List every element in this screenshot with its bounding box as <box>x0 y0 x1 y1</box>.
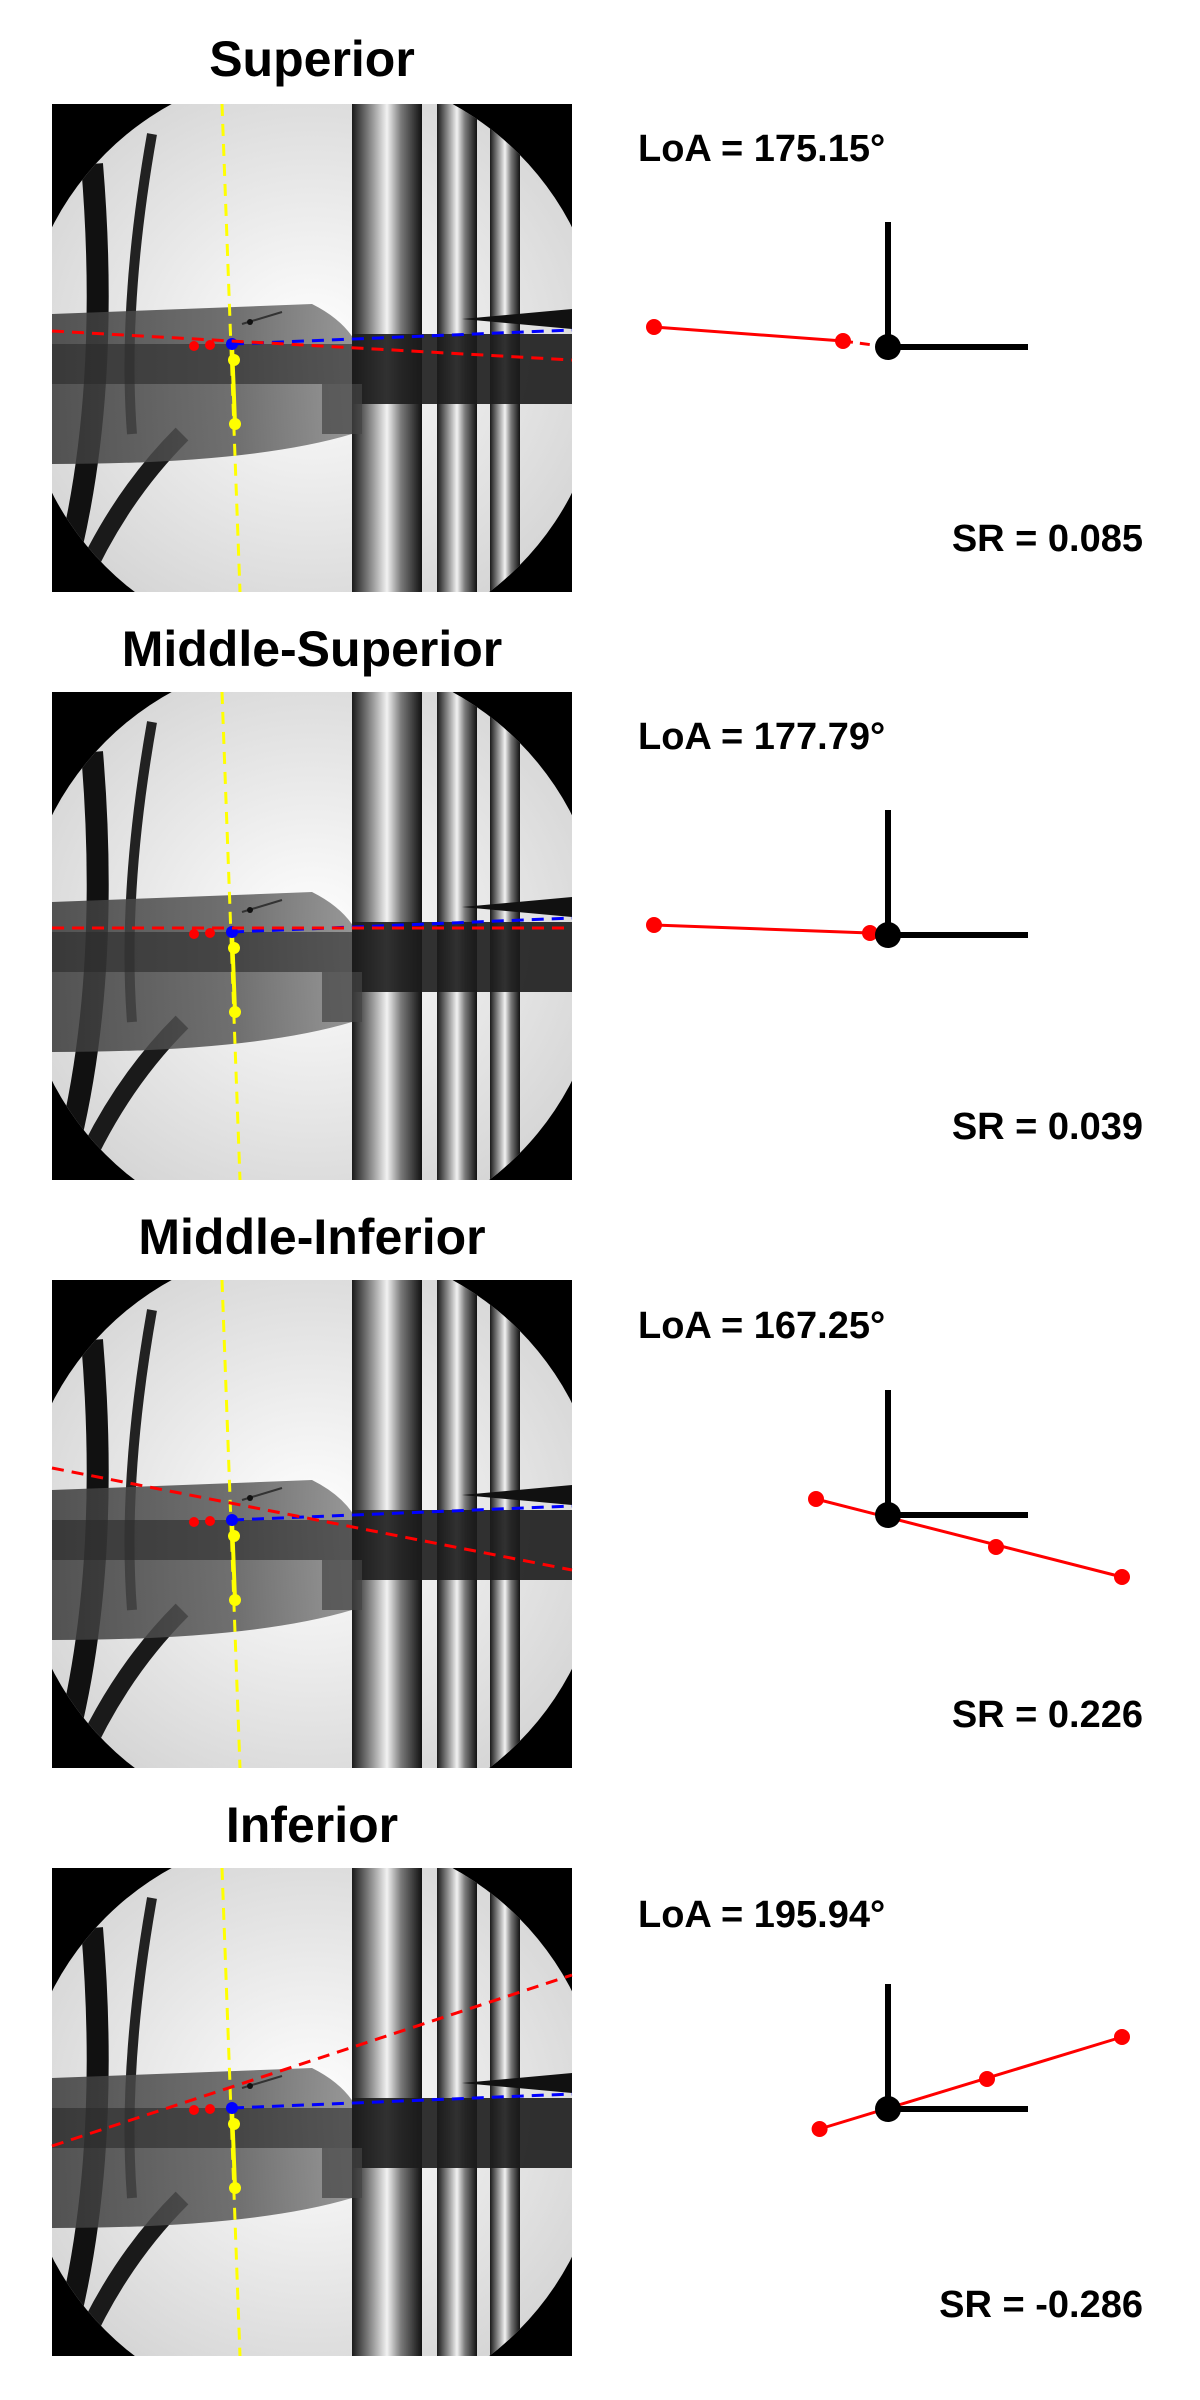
xray-panel-inferior <box>51 1867 573 2372</box>
blue-line-dashed <box>231 328 573 346</box>
blue-line-dashed <box>231 1504 573 1522</box>
yellow-point <box>228 2118 240 2130</box>
red-point <box>189 341 199 351</box>
schematic-red-line <box>653 923 871 935</box>
panel-title-inferior: Inferior <box>225 1797 399 1853</box>
schematic-origin <box>875 922 901 948</box>
yellow-point <box>229 1006 241 1018</box>
schematic-red-line <box>819 2035 1123 2131</box>
fin-shadow <box>322 1560 362 1610</box>
yellow-point <box>229 2182 241 2194</box>
sr-label-superior: SR = 0.085 <box>951 518 1143 560</box>
xray-circle-field <box>51 104 572 608</box>
schematic-origin <box>875 334 901 360</box>
loa-schematic-middle-superior <box>646 810 1028 948</box>
loa-schematic-inferior <box>811 1984 1130 2137</box>
yellow-point <box>228 1530 240 1542</box>
fin-shadow <box>322 972 362 1022</box>
yellow-point <box>228 942 240 954</box>
schematic-origin <box>875 2096 901 2122</box>
xray-panel-superior <box>51 103 573 608</box>
red-line-dashed <box>51 1973 573 2148</box>
specimen-dark-band <box>52 2108 352 2148</box>
xray-circle-field <box>51 1280 572 1784</box>
annotation-dot <box>247 2083 253 2089</box>
schematic-red-point <box>862 925 878 941</box>
crossbar-shadow <box>352 2098 572 2168</box>
annotation-dot <box>247 319 253 325</box>
red-point <box>205 928 215 938</box>
sr-label-middle-superior: SR = 0.039 <box>951 1106 1143 1148</box>
specimen-dark-band <box>52 344 352 384</box>
panel-title-superior: Superior <box>209 31 415 87</box>
blue-point <box>226 2102 238 2114</box>
loa-label-middle-superior: LoA = 177.79° <box>638 716 886 758</box>
sr-label-inferior: SR = -0.286 <box>939 2284 1143 2326</box>
right-arm <box>462 309 572 329</box>
red-point <box>205 340 215 350</box>
red-point <box>189 929 199 939</box>
schematic-red-point <box>646 917 662 933</box>
red-line-dashed <box>51 1466 573 1572</box>
yellow-point <box>228 354 240 366</box>
schematic-red-point <box>979 2071 995 2087</box>
red-point <box>189 2105 199 2115</box>
red-point <box>205 2104 215 2114</box>
schematic-red-point <box>808 1491 824 1507</box>
loa-schematic-superior <box>646 222 1028 360</box>
panel-title-middle-inferior: Middle-Inferior <box>138 1209 486 1265</box>
schematic-red-line <box>815 1497 1123 1579</box>
loa-label-middle-inferior: LoA = 167.25° <box>638 1305 886 1347</box>
schematic-red-point <box>835 333 851 349</box>
crossbar-shadow <box>352 922 572 992</box>
schematic-red-line <box>653 325 844 343</box>
fin-shadow <box>322 2148 362 2198</box>
annotation-dot <box>247 907 253 913</box>
schematic-red-point <box>1114 2029 1130 2045</box>
schematic-red-point <box>1114 1569 1130 1585</box>
yellow-point <box>229 1594 241 1606</box>
crossbar-shadow <box>352 334 572 404</box>
loa-schematic-middle-inferior <box>808 1390 1130 1585</box>
xray-panel-middle-superior <box>51 691 573 1196</box>
red-point <box>205 1516 215 1526</box>
schematic-red-point <box>646 319 662 335</box>
xray-panel-middle-inferior <box>51 1279 573 1784</box>
right-arm <box>462 1485 572 1505</box>
red-point <box>189 1517 199 1527</box>
specimen-dark-band <box>52 932 352 972</box>
loa-label-superior: LoA = 175.15° <box>638 128 886 170</box>
xray-circle-field <box>51 692 572 1196</box>
blue-point <box>226 1514 238 1526</box>
schematic-origin <box>875 1502 901 1528</box>
blue-line-dashed <box>231 916 573 934</box>
xray-circle-field <box>51 1868 572 2372</box>
annotation-dot <box>247 1495 253 1501</box>
crossbar-shadow <box>352 1510 572 1580</box>
schematic-red-point <box>988 1539 1004 1555</box>
right-arm <box>462 897 572 917</box>
loa-label-inferior: LoA = 195.94° <box>638 1894 886 1936</box>
specimen-dark-band <box>52 1520 352 1560</box>
fin-shadow <box>322 384 362 434</box>
right-arm <box>462 2073 572 2093</box>
panel-title-middle-superior: Middle-Superior <box>121 621 503 677</box>
yellow-point <box>229 418 241 430</box>
schematic-red-point <box>811 2121 828 2137</box>
red-line-dashed <box>51 329 573 362</box>
blue-line-dashed <box>231 2092 573 2110</box>
sr-label-middle-inferior: SR = 0.226 <box>951 1694 1143 1736</box>
